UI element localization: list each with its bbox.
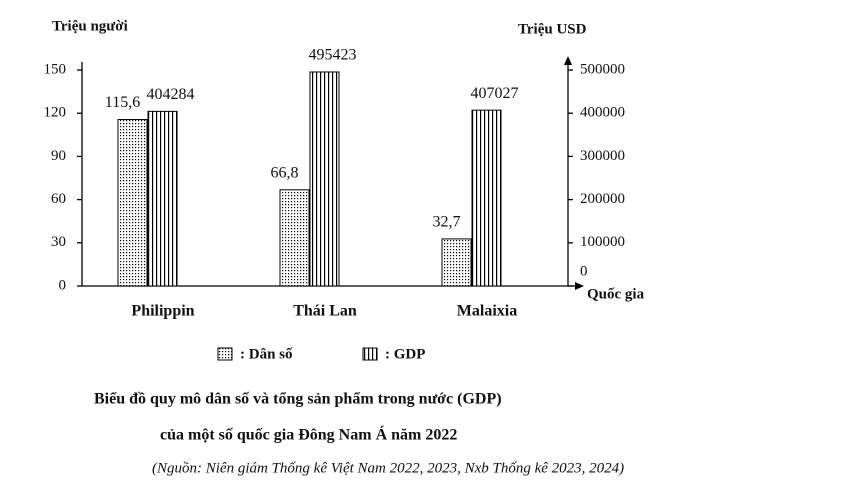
y2-tick-label: 400000 bbox=[580, 105, 625, 121]
bar bbox=[471, 109, 502, 287]
value-label: 495423 bbox=[309, 47, 357, 64]
y2-tick-label: 300000 bbox=[580, 148, 625, 164]
legend-label: : GDP bbox=[385, 346, 425, 362]
y2-tick-label: 200000 bbox=[580, 191, 625, 207]
y2-axis-title: Triệu USD bbox=[518, 21, 587, 37]
x-tick-label: Thái Lan bbox=[293, 303, 357, 320]
y2-axis-arrow bbox=[564, 56, 572, 65]
x-axis-arrow bbox=[575, 282, 584, 290]
value-label: 407027 bbox=[471, 85, 519, 102]
y-tick-label: 150 bbox=[44, 61, 67, 77]
y-tick-label: 90 bbox=[51, 148, 66, 164]
bar bbox=[309, 71, 340, 287]
value-label: 32,7 bbox=[433, 214, 461, 231]
value-label: 404284 bbox=[147, 86, 195, 103]
source: (Nguồn: Niên giám Thống kê Việt Nam 2022… bbox=[152, 460, 624, 476]
bar bbox=[117, 119, 148, 287]
y-tick-label: 120 bbox=[44, 105, 67, 121]
x-axis-title: Quốc gia bbox=[587, 286, 645, 302]
x-tick-label: Malaixia bbox=[457, 303, 517, 320]
bar bbox=[441, 238, 472, 287]
bar bbox=[279, 189, 310, 287]
chart-title: Biểu đồ quy mô dân số và tổng sản phẩm t… bbox=[94, 391, 502, 408]
legend-swatch bbox=[217, 347, 233, 361]
value-label: 115,6 bbox=[105, 94, 140, 111]
x-tick-label: Philippin bbox=[131, 303, 194, 320]
legend-label: : Dân số bbox=[240, 346, 293, 362]
legend-swatch bbox=[362, 347, 378, 361]
bar bbox=[147, 110, 178, 287]
value-label: 66,8 bbox=[271, 164, 299, 181]
y2-tick-label: 100000 bbox=[580, 234, 625, 250]
y-tick-label: 30 bbox=[51, 234, 66, 250]
y-tick-label: 60 bbox=[51, 191, 66, 207]
y-tick-label: 0 bbox=[59, 277, 67, 293]
y-axis-title: Triệu người bbox=[52, 18, 128, 34]
y2-tick-label: 500000 bbox=[580, 61, 625, 77]
y2-tick-label: 0 bbox=[580, 263, 588, 279]
chart-title: của một số quốc gia Đông Nam Á năm 2022 bbox=[160, 425, 457, 444]
